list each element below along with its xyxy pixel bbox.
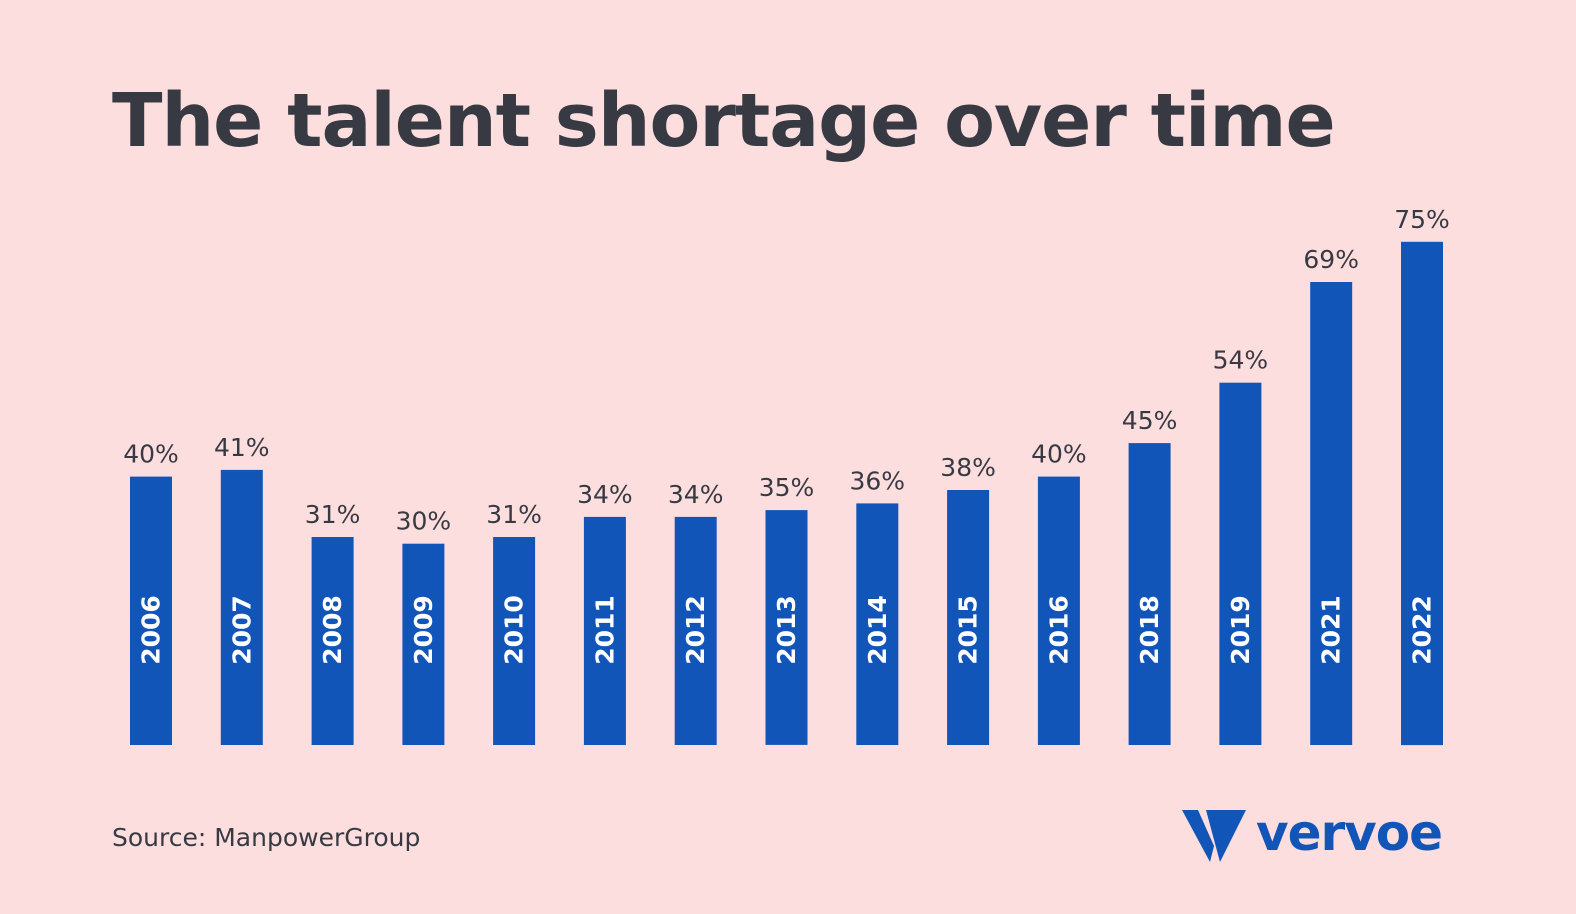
value-label-2014: 36% xyxy=(850,466,906,495)
bar-2016 xyxy=(1037,476,1080,745)
value-label-2018: 45% xyxy=(1122,406,1178,435)
bar-2014 xyxy=(856,503,899,745)
value-label-2008: 31% xyxy=(305,500,361,529)
value-label-2013: 35% xyxy=(759,473,815,502)
value-label-2019: 54% xyxy=(1213,346,1269,375)
bar-2011 xyxy=(583,516,626,745)
category-label-2014: 2014 xyxy=(863,595,892,665)
category-label-2015: 2015 xyxy=(954,595,983,665)
category-label-2022: 2022 xyxy=(1408,595,1437,665)
bar-2022 xyxy=(1401,241,1443,746)
category-label-2012: 2012 xyxy=(681,595,710,665)
value-label-2021: 69% xyxy=(1303,245,1359,274)
value-label-2016: 40% xyxy=(1031,440,1087,469)
bar-2013 xyxy=(765,510,808,745)
value-label-2015: 38% xyxy=(940,453,996,482)
vervoe-logo-mark-icon xyxy=(1182,810,1246,862)
bar-2010 xyxy=(493,537,536,745)
value-label-2012: 34% xyxy=(668,480,724,509)
chart-title: The talent shortage over time xyxy=(112,78,1336,164)
bar-2019 xyxy=(1219,382,1262,745)
category-label-2009: 2009 xyxy=(409,595,438,665)
value-label-2007: 41% xyxy=(214,433,270,462)
bar-2015 xyxy=(947,490,990,745)
bar-2012 xyxy=(674,516,717,745)
bar-2006 xyxy=(130,476,172,745)
value-label-2009: 30% xyxy=(396,507,452,536)
category-label-2018: 2018 xyxy=(1135,595,1164,665)
bar-2021 xyxy=(1310,282,1353,745)
vervoe-logo[interactable]: vervoe xyxy=(1180,804,1443,866)
category-label-2006: 2006 xyxy=(137,595,166,665)
category-label-2008: 2008 xyxy=(318,595,347,665)
bar-2018 xyxy=(1128,443,1171,745)
value-label-2011: 34% xyxy=(577,480,633,509)
category-label-2016: 2016 xyxy=(1044,595,1073,665)
value-label-2006: 40% xyxy=(123,440,179,469)
category-label-2010: 2010 xyxy=(500,595,529,665)
category-label-2007: 2007 xyxy=(227,595,256,665)
category-label-2013: 2013 xyxy=(772,595,801,665)
bar-2008 xyxy=(311,537,354,745)
value-label-2010: 31% xyxy=(486,500,542,529)
bar-2009 xyxy=(402,543,445,745)
source-note: Source: ManpowerGroup xyxy=(112,823,421,852)
vervoe-logo-wordmark: vervoe xyxy=(1256,804,1443,862)
category-label-2011: 2011 xyxy=(590,595,619,665)
category-label-2021: 2021 xyxy=(1317,595,1346,665)
value-label-2022: 75% xyxy=(1394,205,1450,234)
bar-2007 xyxy=(220,469,263,745)
category-label-2019: 2019 xyxy=(1226,595,1255,665)
